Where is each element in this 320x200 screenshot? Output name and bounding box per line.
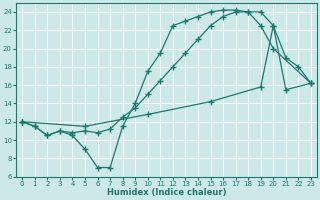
X-axis label: Humidex (Indice chaleur): Humidex (Indice chaleur) <box>107 188 226 197</box>
